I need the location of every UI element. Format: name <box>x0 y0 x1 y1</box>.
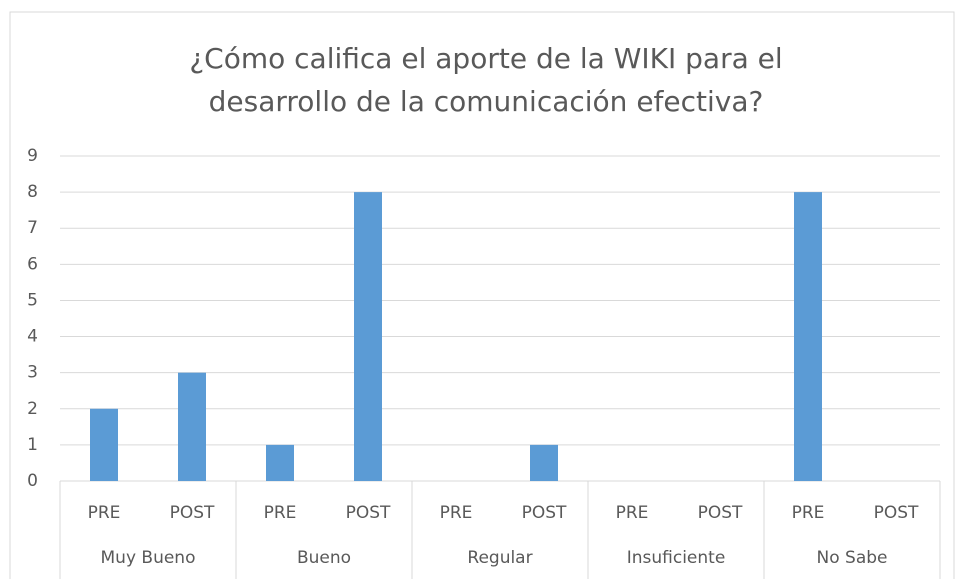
y-tick-label: 8 <box>27 182 38 202</box>
y-tick-label: 6 <box>27 254 38 274</box>
x-tick-label: PRE <box>792 503 825 523</box>
y-tick-label: 7 <box>27 218 38 238</box>
x-tick-label: POST <box>698 503 743 523</box>
x-tick-label: POST <box>170 503 215 523</box>
y-tick-label: 9 <box>27 146 38 166</box>
y-tick-label: 1 <box>27 435 38 455</box>
bar <box>530 444 558 481</box>
bar <box>354 192 382 481</box>
x-tick-label: PRE <box>440 503 473 523</box>
y-tick-label: 4 <box>27 327 38 347</box>
chart-title: ¿Cómo califica el aporte de la WIKI para… <box>189 42 782 75</box>
group-label: Insuficiente <box>627 548 726 568</box>
bar <box>90 408 118 481</box>
group-label: Muy Bueno <box>101 548 196 568</box>
group-label: Regular <box>467 548 532 568</box>
x-tick-label: PRE <box>264 503 297 523</box>
bar <box>178 372 206 481</box>
x-tick-label: POST <box>874 503 919 523</box>
y-tick-label: 2 <box>27 399 38 419</box>
group-label: No Sabe <box>817 548 888 568</box>
y-tick-label: 5 <box>27 290 38 310</box>
bar <box>794 192 822 481</box>
x-tick-label: PRE <box>88 503 121 523</box>
x-tick-label: POST <box>522 503 567 523</box>
chart-title: desarrollo de la comunicación efectiva? <box>209 85 764 118</box>
group-label: Bueno <box>297 548 351 568</box>
y-tick-label: 0 <box>27 471 38 491</box>
bar <box>266 444 294 481</box>
x-tick-label: POST <box>346 503 391 523</box>
y-tick-label: 3 <box>27 363 38 383</box>
x-tick-label: PRE <box>616 503 649 523</box>
